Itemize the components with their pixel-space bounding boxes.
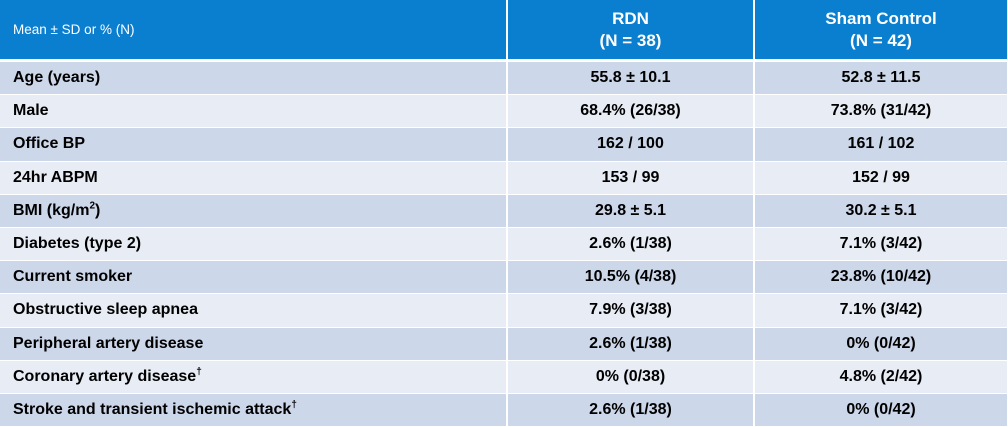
row-label: Diabetes (type 2) bbox=[0, 227, 508, 262]
header-sham-name: Sham Control bbox=[825, 8, 937, 28]
rdn-value: 55.8 ± 10.1 bbox=[507, 60, 755, 96]
rdn-value: 2.6% (1/38) bbox=[507, 327, 755, 361]
sham-value: 7.1% (3/42) bbox=[754, 227, 1007, 262]
header-row: Mean ± SD or % (N) RDN (N = 38) Sham Con… bbox=[0, 0, 1007, 62]
table-header: Mean ± SD or % (N) RDN (N = 38) Sham Con… bbox=[0, 0, 1007, 62]
rdn-value: 2.6% (1/38) bbox=[507, 393, 755, 427]
row-label: Obstructive sleep apnea bbox=[0, 293, 508, 328]
rdn-value: 0% (0/38) bbox=[507, 360, 755, 394]
row-label: Age (years) bbox=[0, 60, 508, 96]
table-row: Stroke and transient ischemic attack† 2.… bbox=[0, 393, 1007, 427]
table-row: 24hr ABPM 153 / 99 152 / 99 bbox=[0, 161, 1007, 195]
rdn-value: 2.6% (1/38) bbox=[507, 227, 755, 262]
sham-value: 73.8% (31/42) bbox=[754, 94, 1007, 129]
row-label: BMI (kg/m2) bbox=[0, 194, 508, 228]
table-row: Obstructive sleep apnea 7.9% (3/38) 7.1%… bbox=[0, 293, 1007, 328]
header-rdn: RDN (N = 38) bbox=[507, 0, 755, 62]
header-rdn-name: RDN bbox=[612, 8, 649, 28]
rdn-value: 162 / 100 bbox=[507, 127, 755, 162]
rdn-value: 153 / 99 bbox=[507, 161, 755, 195]
row-label: Stroke and transient ischemic attack† bbox=[0, 393, 508, 427]
row-label: 24hr ABPM bbox=[0, 161, 508, 195]
rdn-value: 10.5% (4/38) bbox=[507, 260, 755, 295]
table-row: Age (years) 55.8 ± 10.1 52.8 ± 11.5 bbox=[0, 60, 1007, 96]
rdn-value: 68.4% (26/38) bbox=[507, 94, 755, 129]
row-label: Male bbox=[0, 94, 508, 129]
sham-value: 23.8% (10/42) bbox=[754, 260, 1007, 295]
row-label: Coronary artery disease† bbox=[0, 360, 508, 394]
header-stat-label: Mean ± SD or % (N) bbox=[0, 0, 508, 62]
header-sham: Sham Control (N = 42) bbox=[754, 0, 1007, 62]
row-label: Peripheral artery disease bbox=[0, 327, 508, 361]
sham-value: 0% (0/42) bbox=[754, 393, 1007, 427]
rdn-value: 29.8 ± 5.1 bbox=[507, 194, 755, 228]
table-row: Office BP 162 / 100 161 / 102 bbox=[0, 127, 1007, 162]
rdn-value: 7.9% (3/38) bbox=[507, 293, 755, 328]
row-label: Office BP bbox=[0, 127, 508, 162]
sham-value: 52.8 ± 11.5 bbox=[754, 60, 1007, 96]
row-label: Current smoker bbox=[0, 260, 508, 295]
table-row: Coronary artery disease† 0% (0/38) 4.8% … bbox=[0, 360, 1007, 394]
sham-value: 7.1% (3/42) bbox=[754, 293, 1007, 328]
table-body: Age (years) 55.8 ± 10.1 52.8 ± 11.5 Male… bbox=[0, 60, 1007, 427]
header-rdn-n: (N = 38) bbox=[599, 30, 662, 50]
sham-value: 4.8% (2/42) bbox=[754, 360, 1007, 394]
table-row: BMI (kg/m2) 29.8 ± 5.1 30.2 ± 5.1 bbox=[0, 194, 1007, 228]
sham-value: 152 / 99 bbox=[754, 161, 1007, 195]
sham-value: 30.2 ± 5.1 bbox=[754, 194, 1007, 228]
sham-value: 161 / 102 bbox=[754, 127, 1007, 162]
table-row: Diabetes (type 2) 2.6% (1/38) 7.1% (3/42… bbox=[0, 227, 1007, 262]
table-row: Current smoker 10.5% (4/38) 23.8% (10/42… bbox=[0, 260, 1007, 295]
table-row: Male 68.4% (26/38) 73.8% (31/42) bbox=[0, 94, 1007, 129]
sham-value: 0% (0/42) bbox=[754, 327, 1007, 361]
table-row: Peripheral artery disease 2.6% (1/38) 0%… bbox=[0, 327, 1007, 361]
header-sham-n: (N = 42) bbox=[850, 30, 912, 50]
